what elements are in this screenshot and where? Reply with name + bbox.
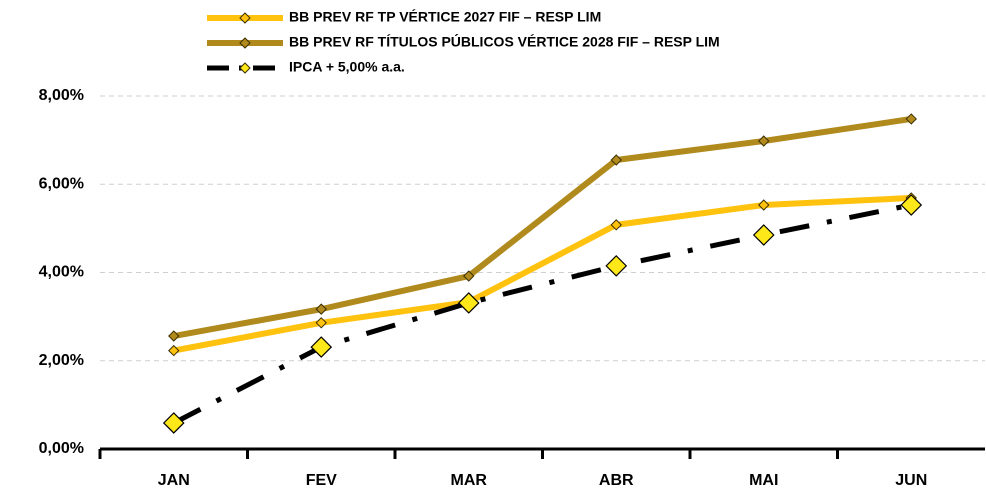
series-line bbox=[172, 202, 912, 426]
marker bbox=[168, 344, 180, 357]
marker bbox=[315, 317, 327, 329]
marker bbox=[758, 135, 770, 147]
marker bbox=[900, 194, 923, 216]
marker bbox=[315, 303, 327, 315]
marker bbox=[463, 270, 475, 282]
legend-marker bbox=[239, 37, 251, 49]
marker bbox=[310, 336, 333, 358]
x-tick-label: ABR bbox=[599, 472, 634, 489]
y-tick-label: 2,00% bbox=[39, 352, 84, 369]
marker bbox=[168, 330, 180, 342]
series-line bbox=[173, 194, 912, 354]
series-line bbox=[173, 115, 912, 339]
legend-marker bbox=[239, 62, 251, 74]
marker bbox=[758, 199, 770, 211]
marker bbox=[162, 412, 185, 434]
marker bbox=[752, 224, 775, 246]
marker bbox=[457, 292, 480, 314]
x-tick-label: JUN bbox=[895, 472, 927, 489]
x-tick-label: FEV bbox=[306, 472, 337, 489]
legend-label: BB PREV RF TP VÉRTICE 2027 FIF – RESP LI… bbox=[289, 9, 601, 25]
legend-marker bbox=[239, 12, 251, 24]
y-tick-label: 8,00% bbox=[39, 87, 84, 104]
marker bbox=[605, 255, 628, 277]
x-tick-label: JAN bbox=[158, 472, 190, 489]
marker bbox=[905, 113, 917, 125]
x-tick-label: MAR bbox=[451, 472, 488, 489]
legend-label: BB PREV RF TÍTULOS PÚBLICOS VÉRTICE 2028… bbox=[289, 33, 720, 50]
marker bbox=[610, 154, 622, 166]
y-tick-label: 4,00% bbox=[39, 264, 84, 281]
x-tick-label: MAI bbox=[749, 472, 778, 489]
y-tick-label: 6,00% bbox=[39, 175, 84, 192]
legend-label: IPCA + 5,00% a.a. bbox=[289, 59, 405, 75]
marker bbox=[610, 219, 622, 231]
y-tick-label: 0,00% bbox=[39, 440, 84, 457]
